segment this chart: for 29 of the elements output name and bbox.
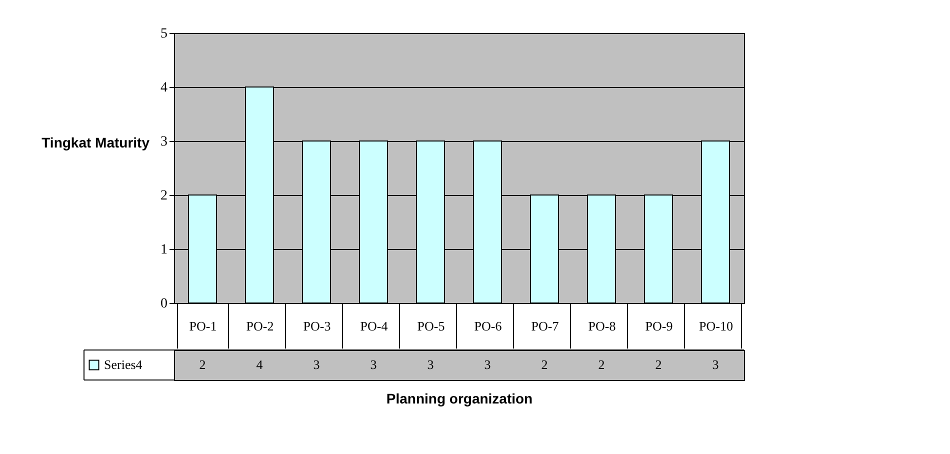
x-tick-label: PO-7 [531,318,560,334]
x-tick-label: PO-9 [645,318,673,334]
x-tick-label: PO-4 [360,318,388,334]
data-label: 3 [484,357,491,372]
x-tick-label: PO-1 [189,318,217,334]
data-label: 3 [370,357,377,372]
y-axis-title: Tingkat Maturity [42,134,150,150]
data-label: 3 [712,357,719,372]
data-label: 2 [199,357,206,372]
x-tick-label: PO-10 [699,318,733,334]
x-tick-label: PO-5 [417,318,445,334]
data-label: 3 [427,357,434,372]
data-label: 3 [313,357,320,372]
y-tick-label: 5 [160,26,168,42]
y-tick-label: 0 [160,296,168,312]
x-tick-label: PO-3 [303,318,331,334]
data-label: 2 [655,357,662,372]
x-tick-label: PO-2 [246,318,274,334]
x-tick-label: PO-8 [588,318,616,334]
y-tick-label: 4 [160,80,168,96]
x-tick-label: PO-6 [474,318,502,334]
y-tick-label: 1 [160,242,168,258]
y-tick-label: 3 [160,134,168,150]
legend-label: Series4 [104,357,143,372]
data-label: 4 [256,357,264,372]
y-tick-label: 2 [160,188,168,204]
x-axis-title: Planning organization [386,390,533,406]
data-label: 2 [541,357,548,372]
data-label: 2 [598,357,605,372]
